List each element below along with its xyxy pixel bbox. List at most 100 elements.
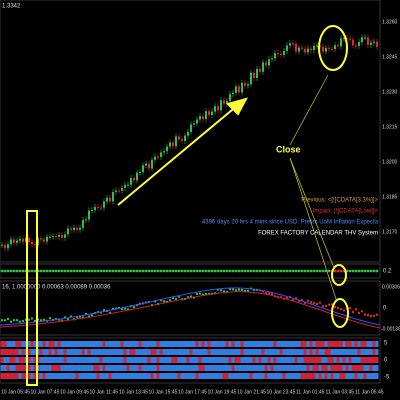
heat-cell xyxy=(282,349,286,355)
candle xyxy=(253,72,255,78)
heat-cell xyxy=(342,349,346,355)
signal-dot xyxy=(306,269,310,273)
heat-cell xyxy=(258,357,262,363)
heat-cell xyxy=(138,373,142,379)
osc-dot xyxy=(3,319,7,322)
heat-cell xyxy=(84,341,88,347)
heat-cell xyxy=(222,365,226,371)
heat-cell xyxy=(276,365,280,371)
osc-dot xyxy=(327,303,331,306)
candle xyxy=(373,41,375,43)
panel2-info: 16, 1.0000000 0.00063 0.00089 0.00036 xyxy=(2,285,111,291)
heat-cell xyxy=(288,341,292,347)
heat-cell xyxy=(42,341,46,347)
heat-cell xyxy=(132,349,136,355)
candle xyxy=(355,45,357,47)
heat-cell xyxy=(366,341,370,347)
candle xyxy=(46,236,48,242)
heat-cell xyxy=(258,373,262,379)
signal-dot xyxy=(303,269,307,273)
signal-dot xyxy=(366,269,370,273)
heat-cell xyxy=(225,365,229,371)
osc-dot xyxy=(219,289,223,292)
candle xyxy=(304,48,306,53)
signal-dot xyxy=(285,269,289,273)
heat-cell xyxy=(294,373,298,379)
signal-dot xyxy=(291,269,295,273)
heat-cell xyxy=(264,365,268,371)
signal-dot xyxy=(276,269,280,273)
heat-cell xyxy=(198,341,202,347)
candle xyxy=(28,237,30,243)
candle xyxy=(307,48,309,53)
signal-dot xyxy=(339,269,343,273)
heat-cell xyxy=(9,365,13,371)
signal-dot xyxy=(120,269,124,273)
heat-cell xyxy=(129,349,133,355)
heat-cell xyxy=(96,365,100,371)
heat-cell xyxy=(9,349,13,355)
heat-cell xyxy=(288,373,292,379)
candle xyxy=(268,59,270,66)
heat-cell xyxy=(186,373,190,379)
heat-cell xyxy=(270,341,274,347)
signal-dot xyxy=(126,269,130,273)
heat-cell xyxy=(309,341,313,347)
heat-cell xyxy=(3,357,7,363)
heat-cell xyxy=(351,373,355,379)
heat-cell xyxy=(261,357,265,363)
time-label: 10 Jan 05:45 xyxy=(1,389,30,395)
heat-cell xyxy=(339,349,343,355)
heat-cell xyxy=(354,365,358,371)
heat-cell xyxy=(93,357,97,363)
osc-dot xyxy=(123,307,127,310)
heat-cell xyxy=(156,341,160,347)
candle xyxy=(223,100,225,104)
heat-cell xyxy=(27,341,31,347)
candle xyxy=(247,84,249,86)
heat-cell xyxy=(249,365,253,371)
heat-cell xyxy=(57,365,61,371)
heat-cell xyxy=(309,373,313,379)
heat-cell xyxy=(279,365,283,371)
signal-dot xyxy=(279,269,283,273)
heat-cell xyxy=(252,349,256,355)
candle xyxy=(73,227,75,230)
osc-dot xyxy=(360,310,364,313)
candle xyxy=(79,227,81,230)
heat-cell xyxy=(6,341,10,347)
heat-cell xyxy=(174,349,178,355)
signal-dot xyxy=(54,269,58,273)
heat-cell xyxy=(318,341,322,347)
trend-arrow xyxy=(117,104,239,206)
signal-dot xyxy=(156,269,160,273)
panel3-top: 5 xyxy=(384,341,388,347)
heat-cell xyxy=(147,349,151,355)
heat-cell xyxy=(12,341,16,347)
heat-cell xyxy=(333,373,337,379)
heat-cell xyxy=(234,365,238,371)
heat-cell xyxy=(285,341,289,347)
heat-cell xyxy=(342,357,346,363)
heat-cell xyxy=(300,365,304,371)
osc-dot xyxy=(306,299,310,302)
heat-cell xyxy=(78,341,82,347)
heat-cell xyxy=(294,341,298,347)
heat-cell xyxy=(360,365,364,371)
heat-cell xyxy=(102,365,106,371)
signal-dot xyxy=(153,269,157,273)
heat-cell xyxy=(96,373,100,379)
signal-dot xyxy=(264,269,268,273)
osc-dot xyxy=(270,292,274,296)
highlight-box xyxy=(26,210,38,386)
signal-dot xyxy=(150,269,154,273)
signal-dot xyxy=(102,269,106,273)
heat-cell xyxy=(114,357,118,363)
heat-cell xyxy=(360,341,364,347)
heat-cell xyxy=(129,373,133,379)
heat-cell xyxy=(105,349,109,355)
heat-cell xyxy=(288,357,292,363)
heat-cell xyxy=(66,357,70,363)
heat-cell xyxy=(201,349,205,355)
heat-cell xyxy=(333,365,337,371)
